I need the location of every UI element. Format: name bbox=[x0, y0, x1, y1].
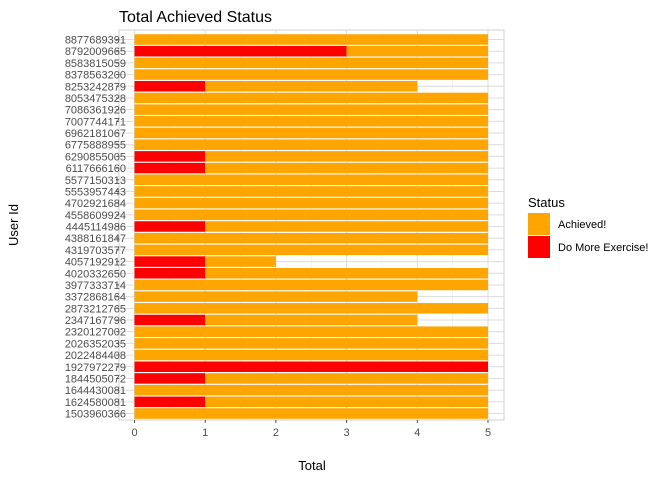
y-tick-label: 1644430081 bbox=[65, 385, 126, 397]
bar-do-more-exercise bbox=[134, 151, 206, 162]
y-tick-label: 4020332650 bbox=[65, 268, 126, 280]
bar-achieved bbox=[134, 209, 488, 221]
y-tick-label: 8877689391 bbox=[65, 35, 126, 47]
bar-achieved bbox=[134, 186, 488, 197]
bar-do-more-exercise bbox=[134, 314, 206, 326]
legend-swatch bbox=[528, 236, 550, 258]
y-tick-label: 2320127002 bbox=[65, 327, 126, 339]
bar-achieved bbox=[205, 256, 276, 267]
bar-achieved bbox=[346, 45, 488, 57]
legend-swatch bbox=[528, 213, 550, 235]
legend-title: Status bbox=[528, 195, 565, 210]
bar-do-more-exercise bbox=[134, 373, 206, 384]
bar-do-more-exercise bbox=[134, 80, 206, 92]
y-tick-label: 2873212765 bbox=[65, 303, 126, 315]
y-tick-label: 5553957443 bbox=[65, 186, 126, 198]
bars-group bbox=[134, 34, 488, 419]
y-tick-label: 8378563200 bbox=[65, 70, 126, 82]
y-tick-label: 6962181067 bbox=[65, 128, 126, 140]
bar-achieved bbox=[205, 267, 488, 279]
x-tick-labels: 0 1 2 3 4 5 bbox=[131, 420, 491, 439]
y-tick-label: 4445114986 bbox=[66, 222, 126, 234]
y-tick-label: 4057192912 bbox=[65, 257, 126, 269]
bar-achieved bbox=[134, 291, 418, 302]
bar-achieved bbox=[134, 349, 488, 361]
bar-achieved bbox=[205, 396, 488, 408]
y-tick-label: 8583815059 bbox=[65, 58, 126, 70]
y-tick-label: 8792009665 bbox=[65, 46, 126, 58]
x-tick-label: 5 bbox=[485, 427, 491, 439]
x-axis-title: Total bbox=[298, 458, 326, 473]
x-tick-label: 2 bbox=[273, 427, 279, 439]
y-tick-label: 7086361926 bbox=[65, 105, 126, 117]
bar-achieved bbox=[134, 303, 488, 314]
y-tick-label: 6290855005 bbox=[65, 151, 126, 163]
legend-label: Do More Exercise! bbox=[558, 242, 648, 254]
bar-achieved bbox=[134, 408, 488, 419]
y-tick-label: 5577150313 bbox=[65, 175, 126, 187]
y-tick-label: 4388161847 bbox=[65, 233, 126, 245]
x-tick-label: 0 bbox=[131, 427, 137, 439]
x-tick-label: 4 bbox=[414, 427, 420, 439]
y-tick-label: 8053475328 bbox=[65, 93, 126, 105]
y-tick-label: 6775888955 bbox=[65, 140, 126, 152]
y-tick-label: 1844505072 bbox=[65, 373, 126, 385]
y-axis-title: User Id bbox=[6, 204, 21, 246]
bar-do-more-exercise bbox=[134, 256, 206, 267]
y-tick-label: 6117666160 bbox=[66, 163, 126, 175]
bar-do-more-exercise bbox=[134, 221, 206, 232]
bar-achieved bbox=[205, 162, 488, 174]
chart-title: Total Achieved Status bbox=[119, 9, 272, 26]
y-tick-label: 2026352035 bbox=[65, 338, 126, 350]
bar-achieved bbox=[134, 384, 488, 396]
bar-achieved bbox=[205, 221, 488, 232]
bar-achieved bbox=[134, 116, 488, 127]
bar-achieved bbox=[205, 151, 488, 162]
x-tick-label: 3 bbox=[344, 427, 350, 439]
bar-achieved bbox=[134, 57, 488, 69]
bar-achieved bbox=[134, 232, 488, 244]
y-tick-label: 3977333714 bbox=[65, 280, 126, 292]
y-tick-label: 2347167796 bbox=[65, 315, 126, 327]
bar-achieved bbox=[134, 244, 488, 256]
y-tick-label: 7007744171 bbox=[65, 116, 126, 128]
bar-achieved bbox=[134, 34, 488, 45]
bar-achieved bbox=[134, 69, 488, 80]
bar-achieved bbox=[134, 139, 488, 150]
y-tick-label: 2022484408 bbox=[65, 350, 126, 362]
y-tick-label: 4558609924 bbox=[65, 210, 126, 222]
bar-achieved bbox=[134, 127, 488, 139]
x-tick-label: 1 bbox=[202, 427, 208, 439]
y-tick-label: 4702921684 bbox=[65, 198, 126, 210]
bar-achieved bbox=[205, 314, 418, 326]
y-tick-label: 3372868164 bbox=[65, 292, 126, 304]
bar-do-more-exercise bbox=[134, 267, 206, 279]
y-tick-label: 8253242879 bbox=[65, 81, 126, 93]
bar-achieved bbox=[134, 338, 488, 349]
y-tick-labels: 1503960366162458008116444300811844505072… bbox=[65, 35, 126, 421]
y-tick-label: 1927972279 bbox=[65, 362, 126, 374]
y-tick-label: 4319703577 bbox=[65, 245, 126, 257]
bar-do-more-exercise bbox=[134, 396, 206, 408]
y-tick-label: 1503960366 bbox=[65, 409, 126, 421]
bar-achieved bbox=[134, 174, 488, 186]
bar-achieved bbox=[134, 197, 488, 209]
bar-achieved bbox=[134, 326, 488, 337]
legend-label: Achieved! bbox=[558, 219, 606, 231]
bar-achieved bbox=[134, 104, 488, 115]
bar-achieved bbox=[205, 373, 488, 384]
bar-do-more-exercise bbox=[134, 45, 347, 57]
bar-achieved bbox=[134, 279, 488, 291]
bar-achieved bbox=[134, 92, 488, 104]
bar-achieved bbox=[205, 80, 418, 92]
y-tick-label: 1624580081 bbox=[65, 397, 126, 409]
bar-do-more-exercise bbox=[134, 162, 206, 174]
bar-do-more-exercise bbox=[134, 361, 488, 373]
legend-items: Achieved! Do More Exercise! bbox=[528, 213, 648, 258]
legend: Status Achieved! Do More Exercise! bbox=[528, 195, 648, 258]
